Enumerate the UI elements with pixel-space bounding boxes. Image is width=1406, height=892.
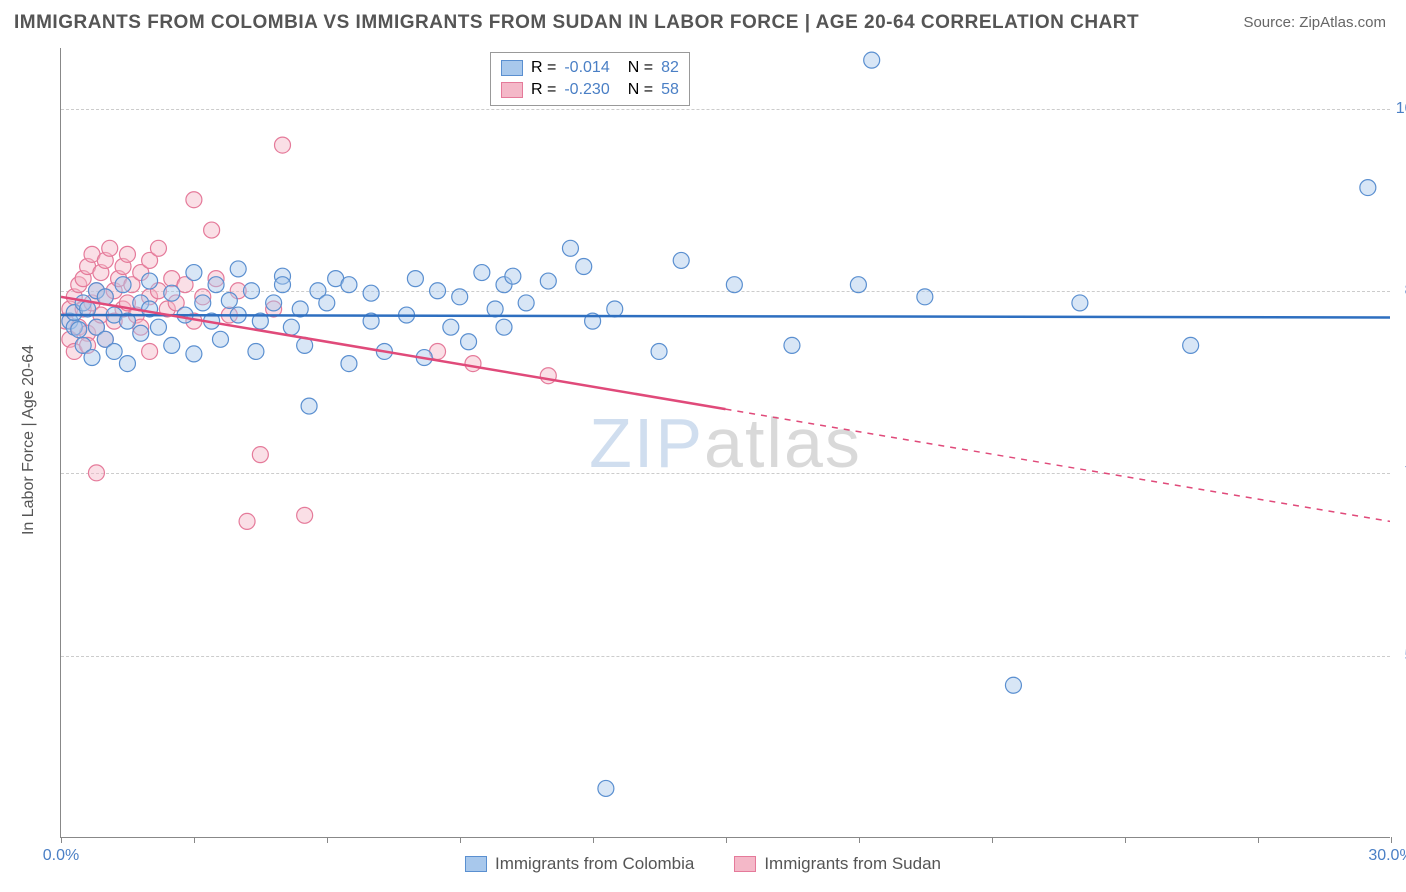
chart-plot-area: ZIPatlas 55.0%70.0%85.0%100.0%0.0%30.0% (60, 48, 1390, 838)
r-label: R = (531, 59, 556, 77)
sudan-label: Immigrants from Sudan (764, 854, 941, 874)
colombia-n-value: 82 (661, 59, 679, 77)
n-label: N = (628, 81, 653, 99)
legend-item-sudan: Immigrants from Sudan (734, 854, 941, 874)
legend-item-colombia: Immigrants from Colombia (465, 854, 694, 874)
sudan-n-value: 58 (661, 81, 679, 99)
sudan-r-value: -0.230 (564, 81, 609, 99)
colombia-swatch (465, 856, 487, 872)
scatter-plot-svg (61, 48, 1390, 837)
source-attribution: Source: ZipAtlas.com (1243, 14, 1386, 31)
n-label: N = (628, 59, 653, 77)
sudan-swatch (734, 856, 756, 872)
colombia-label: Immigrants from Colombia (495, 854, 694, 874)
sudan-swatch (501, 82, 523, 98)
series-legend: Immigrants from Colombia Immigrants from… (465, 854, 941, 874)
colombia-swatch (501, 60, 523, 76)
y-tick-label: 70.0% (1395, 464, 1406, 482)
r-label: R = (531, 81, 556, 99)
y-tick-label: 55.0% (1395, 647, 1406, 665)
legend-row-colombia: R = -0.014 N = 82 (501, 57, 679, 79)
colombia-r-value: -0.014 (564, 59, 609, 77)
chart-title: IMMIGRANTS FROM COLOMBIA VS IMMIGRANTS F… (14, 12, 1139, 34)
x-tick-label: 0.0% (43, 847, 79, 865)
y-axis-label: In Labor Force | Age 20-64 (20, 345, 38, 535)
y-tick-label: 100.0% (1395, 100, 1406, 118)
x-tick-label: 30.0% (1368, 847, 1406, 865)
legend-row-sudan: R = -0.230 N = 58 (501, 79, 679, 101)
y-tick-label: 85.0% (1395, 282, 1406, 300)
correlation-legend: R = -0.014 N = 82 R = -0.230 N = 58 (490, 52, 690, 106)
